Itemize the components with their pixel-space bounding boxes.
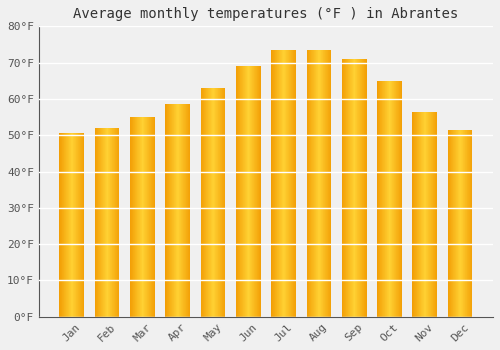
Title: Average monthly temperatures (°F ) in Abrantes: Average monthly temperatures (°F ) in Ab…: [74, 7, 458, 21]
